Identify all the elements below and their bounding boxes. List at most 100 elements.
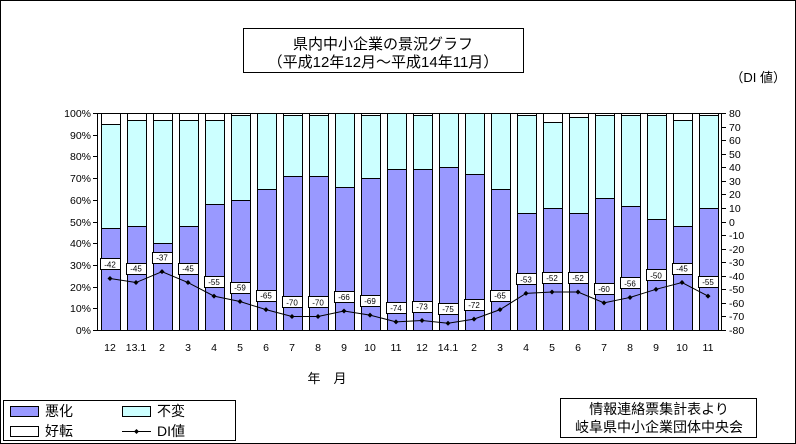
di-point (575, 289, 581, 295)
x-tick-label: 3 (497, 342, 503, 354)
bar-segment-worse (673, 226, 693, 331)
legend-swatch-improved (10, 426, 39, 437)
di-data-label: -73 (416, 303, 428, 312)
di-data-label-box (490, 290, 511, 302)
bar-segment-unchanged (517, 115, 537, 214)
bar-segment-worse (595, 198, 615, 331)
di-point (445, 320, 451, 326)
bar-segment-worse (361, 178, 381, 331)
x-tick-label: 13.1 (126, 342, 147, 354)
x-tick-label: 10 (364, 342, 376, 354)
di-data-label: -59 (234, 284, 246, 293)
bar-segment-unchanged (465, 113, 485, 175)
di-data-label: -52 (546, 274, 558, 283)
di-data-label-box (204, 276, 225, 288)
bar-segment-unchanged (595, 115, 615, 199)
di-point (601, 300, 607, 306)
bar-segment-unchanged (335, 113, 355, 188)
bar-segment-unchanged (257, 113, 277, 190)
bar-segment-unchanged (283, 115, 303, 177)
di-data-label-box (100, 258, 121, 270)
x-tick-label: 8 (627, 342, 633, 354)
di-point (497, 307, 503, 313)
bar-segment-unchanged (569, 117, 589, 214)
x-tick-label: 10 (676, 342, 688, 354)
x-tick-label: 6 (263, 342, 269, 354)
x-tick-label: 2 (159, 342, 165, 354)
legend-swatch-worse (10, 406, 39, 417)
bar-segment-unchanged (153, 120, 173, 244)
di-point (471, 316, 477, 322)
right-tick-label: -60 (729, 298, 744, 310)
di-data-label-box (126, 263, 147, 275)
di-data-label: -53 (520, 275, 532, 284)
right-tick-label: 50 (729, 149, 741, 161)
legend-label-improved: 好転 (45, 423, 73, 439)
bar-segment-unchanged (101, 124, 121, 229)
di-point (627, 294, 633, 300)
right-tick-label: -50 (729, 284, 744, 296)
di-data-label: -45 (130, 265, 142, 274)
right-tick-label: -30 (729, 257, 744, 269)
di-point (133, 280, 139, 286)
di-line-layer: -42 -45 -37 -45 -55 -59 -65 -70 -70 -66 -69 -74 -73 -… (100, 252, 719, 326)
legend-label-unchanged: 不変 (157, 403, 185, 419)
di-point (393, 319, 399, 325)
di-point (523, 290, 529, 296)
left-tick-label: 10% (70, 303, 91, 315)
legend: 悪化 不変 好転 DI値 (3, 400, 236, 441)
left-tick-label: 30% (70, 260, 91, 272)
x-tick-label: 8 (315, 342, 321, 354)
bar-segment-unchanged (621, 115, 641, 207)
di-data-label: -66 (338, 293, 350, 302)
di-data-label: -60 (598, 285, 610, 294)
title-box (243, 28, 524, 73)
x-tick-label: 7 (601, 342, 607, 354)
bar-segment-worse (335, 187, 355, 331)
right-axis-label: （DI 値） (730, 70, 786, 85)
bar-segment-worse (543, 208, 563, 331)
di-data-label: -42 (104, 260, 116, 269)
bar-segment-unchanged (127, 120, 147, 227)
bar-segment-unchanged (309, 115, 329, 177)
bar-segment-improved (153, 113, 173, 121)
bar-segment-worse (179, 226, 199, 331)
bar-segment-improved (101, 113, 121, 125)
di-data-label: -69 (364, 297, 376, 306)
di-point (263, 307, 269, 313)
di-data-label-box (620, 277, 641, 289)
di-data-label-box (230, 282, 251, 294)
right-tick-label: 70 (729, 122, 741, 134)
bar-segment-improved (127, 113, 147, 121)
x-tick-label: 3 (185, 342, 191, 354)
bar-segment-unchanged (413, 115, 433, 170)
di-point (211, 293, 217, 299)
right-tick-label: 30 (729, 176, 741, 188)
bar-segment-unchanged (205, 120, 225, 205)
di-data-label: -52 (572, 274, 584, 283)
right-tick-label: 60 (729, 135, 741, 147)
bar-segment-improved (179, 113, 199, 121)
bar-segment-unchanged (387, 113, 407, 170)
di-data-label-box (152, 252, 173, 264)
di-data-label-box (360, 295, 381, 307)
di-data-label: -50 (650, 271, 662, 280)
x-tick-label: 9 (653, 342, 659, 354)
bar-segment-worse (621, 206, 641, 331)
di-point (341, 308, 347, 314)
di-data-label-box (594, 283, 615, 295)
di-data-label: -74 (390, 304, 402, 313)
plot-background (97, 113, 722, 331)
di-data-label-box (464, 299, 485, 311)
x-tick-label: 9 (341, 342, 347, 354)
right-tick-label: 80 (729, 108, 741, 120)
bar-segment-worse (517, 213, 537, 331)
left-tick-label: 0% (76, 325, 91, 337)
di-data-label-box (672, 263, 693, 275)
di-point (107, 275, 113, 281)
right-tick-label: -70 (729, 311, 744, 323)
x-tick-label: 14.1 (438, 342, 459, 354)
source-box (560, 398, 757, 438)
x-tick-label: 2 (471, 342, 477, 354)
